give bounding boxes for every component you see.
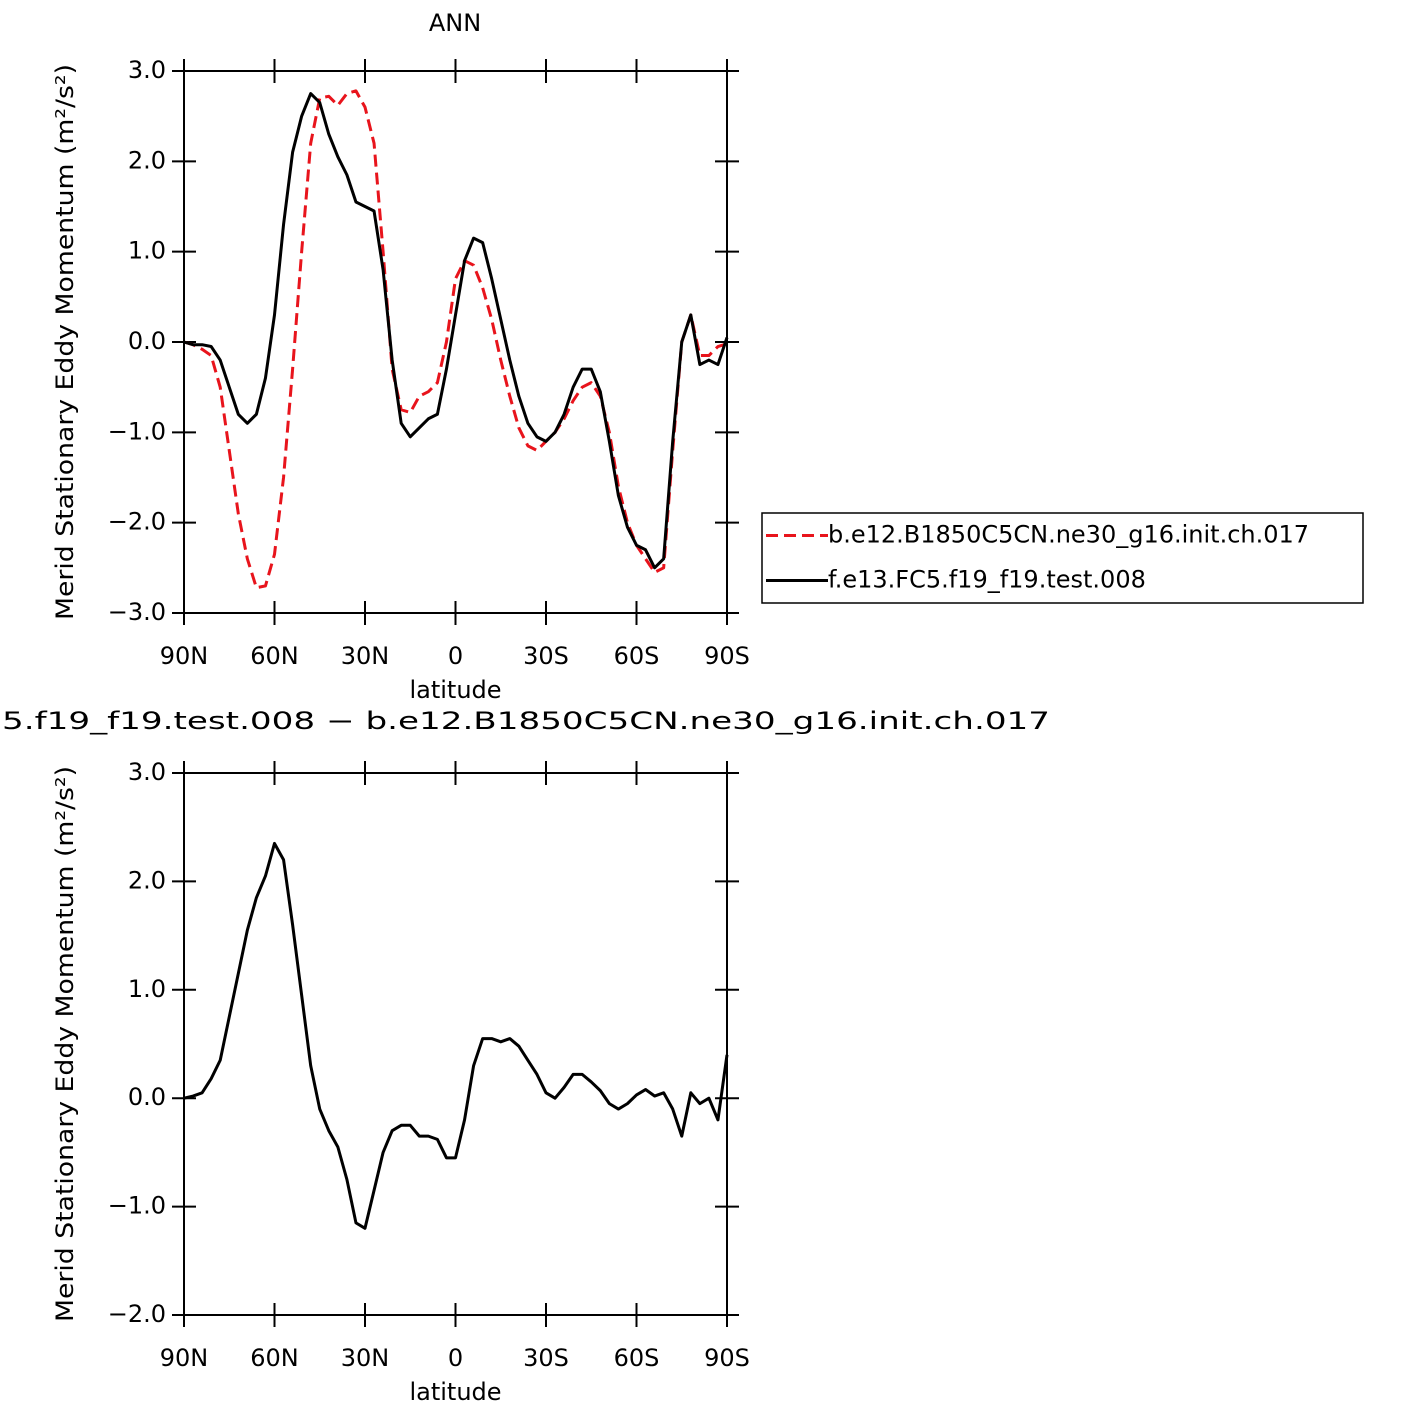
legend-box: [761, 512, 1364, 604]
x-axis-label: latitude: [409, 1378, 501, 1406]
plot-frame: [183, 772, 728, 1316]
y-tick-label: −2.0: [108, 1300, 166, 1328]
y-tick-label: −1.0: [108, 417, 166, 445]
y-tick-label: 3.0: [128, 758, 166, 786]
x-tick-label: 60N: [250, 642, 299, 670]
x-tick-label: 90S: [704, 642, 750, 670]
y-tick-label: −2.0: [108, 508, 166, 536]
legend-label: f.e13.FC5.f19_f19.test.008: [828, 566, 1146, 594]
chart-title: 5.f19_f19.test.008 − b.e12.B1850C5CN.ne3…: [2, 707, 1050, 735]
data-line: [183, 841, 729, 1230]
x-tick-label: 30N: [341, 1344, 390, 1372]
x-tick-label: 30S: [523, 1344, 569, 1372]
y-tick-label: 1.0: [128, 975, 166, 1003]
data-line: [183, 92, 729, 570]
y-tick-label: −3.0: [108, 598, 166, 626]
x-tick-label: 60S: [614, 1344, 660, 1372]
x-tick-label: 0: [448, 1344, 463, 1372]
chart-title: ANN: [429, 9, 481, 37]
x-tick-label: 30S: [523, 642, 569, 670]
data-line: [183, 89, 728, 590]
legend-label: b.e12.B1850C5CN.ne30_g16.init.ch.017: [828, 521, 1309, 549]
y-tick-label: 0.0: [128, 1083, 166, 1111]
y-tick-label: 3.0: [128, 56, 166, 84]
x-tick-label: 90N: [160, 1344, 209, 1372]
x-tick-label: 0: [448, 642, 463, 670]
plot-frame: [183, 70, 728, 614]
y-tick-label: 2.0: [128, 866, 166, 894]
x-tick-label: 60N: [250, 1344, 299, 1372]
y-axis-label: Merid Stationary Eddy Momentum (m²/s²): [51, 64, 79, 620]
x-tick-label: 60S: [614, 642, 660, 670]
y-axis-label: Merid Stationary Eddy Momentum (m²/s²): [51, 766, 79, 1322]
x-axis-label: latitude: [409, 676, 501, 704]
y-tick-label: −1.0: [108, 1192, 166, 1220]
y-tick-label: 2.0: [128, 146, 166, 174]
x-tick-label: 90S: [704, 1344, 750, 1372]
y-tick-label: 1.0: [128, 237, 166, 265]
x-tick-label: 30N: [341, 642, 390, 670]
y-tick-label: 0.0: [128, 327, 166, 355]
x-tick-label: 90N: [160, 642, 209, 670]
